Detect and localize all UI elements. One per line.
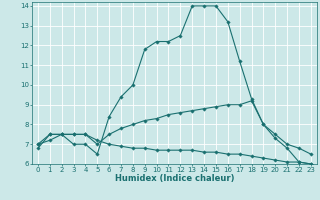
X-axis label: Humidex (Indice chaleur): Humidex (Indice chaleur) xyxy=(115,174,234,183)
